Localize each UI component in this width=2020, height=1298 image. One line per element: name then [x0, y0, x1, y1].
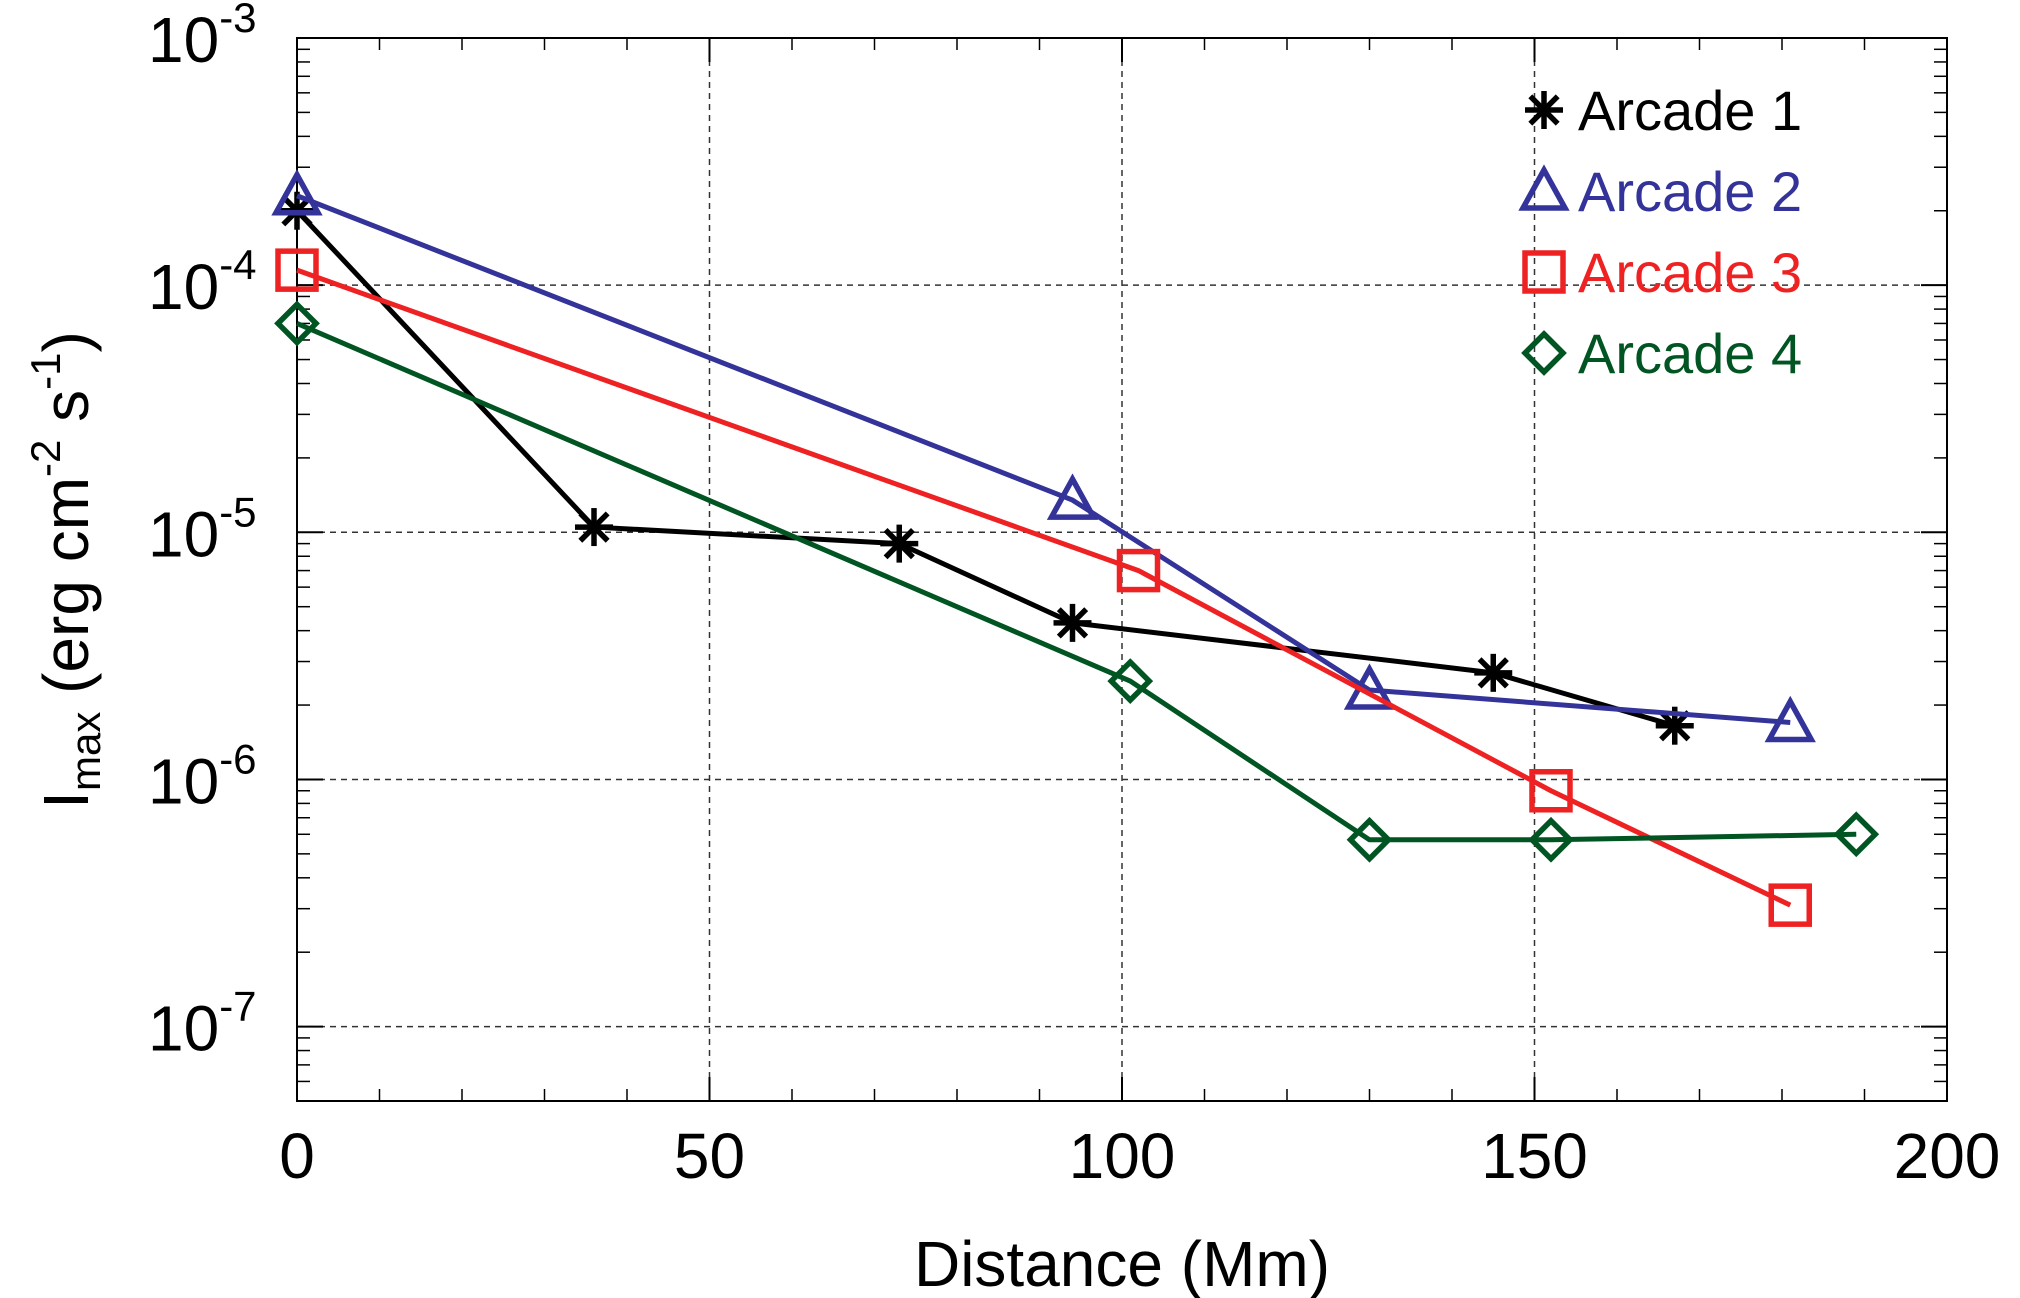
- legend-label: Arcade 2: [1578, 160, 1802, 223]
- series-line: [296, 193, 1791, 725]
- x-axis-label: Distance (Mm): [914, 1228, 1330, 1298]
- y-tick-label: 10-4: [148, 241, 257, 323]
- legend-entry: Arcade 1: [1525, 79, 1802, 142]
- x-tick-label: 100: [1069, 1120, 1176, 1192]
- plot-area: [271, 37, 1948, 1102]
- data-point: [1764, 695, 1816, 743]
- y-tick-label: 10-3: [148, 0, 257, 76]
- series-arcade-1: [278, 191, 1694, 745]
- series-arcade-4: [274, 300, 1880, 863]
- y-tick-exponent: -3: [219, 0, 256, 41]
- axis-ticks: [296, 37, 1948, 1101]
- y-tick-base: 10: [148, 251, 219, 323]
- y-tick-labels: 10-310-410-510-610-7: [148, 0, 257, 1065]
- data-point: [1833, 811, 1880, 858]
- y-label-exponent-2: -1: [22, 352, 69, 389]
- y-label-subscript: max: [62, 712, 109, 791]
- legend-marker: [1525, 91, 1563, 129]
- series-arcade-3: [275, 248, 1812, 927]
- series-arcade-2: [271, 169, 1816, 743]
- legend-label: Arcade 4: [1578, 322, 1802, 385]
- legend-marker: [1518, 164, 1570, 211]
- data-point: [271, 169, 323, 216]
- legend-entry: Arcade 4: [1521, 322, 1802, 385]
- legend-entry: Arcade 3: [1522, 241, 1802, 304]
- series-line: [296, 267, 1792, 908]
- data-point: [1529, 769, 1573, 813]
- y-tick-base: 10: [148, 993, 219, 1065]
- y-tick-base: 10: [148, 498, 219, 570]
- legend-marker: [1521, 330, 1567, 376]
- legend-marker: [1522, 250, 1566, 294]
- x-tick-label: 150: [1481, 1120, 1588, 1192]
- legend-label: Arcade 1: [1578, 79, 1802, 142]
- data-point: [1474, 653, 1513, 692]
- data-point: [1046, 473, 1099, 520]
- data-point: [880, 524, 919, 563]
- y-tick-exponent: -7: [219, 983, 256, 1030]
- x-tick-label: 200: [1894, 1120, 2001, 1192]
- legend-label: Arcade 3: [1578, 241, 1802, 304]
- series-layer: [271, 169, 1880, 927]
- data-point: [1346, 816, 1393, 863]
- y-label-units: (erg cm: [30, 477, 102, 712]
- data-point: [1116, 548, 1161, 593]
- data-point: [1107, 658, 1154, 704]
- y-axis-label: Imax (erg cm-2 s-1): [22, 331, 109, 809]
- data-point: [275, 248, 319, 292]
- y-tick-base: 10: [148, 4, 219, 76]
- x-tick-label: 50: [674, 1120, 745, 1192]
- data-point: [274, 300, 320, 347]
- legend: Arcade 1 Arcade 2 Arcade 3 Arcade 4: [1518, 79, 1802, 385]
- legend-entry: Arcade 2: [1518, 160, 1802, 223]
- series-line: [295, 209, 1676, 729]
- y-tick-exponent: -4: [219, 241, 256, 288]
- grid-lines: [297, 38, 1947, 1101]
- x-tick-label: 0: [279, 1120, 315, 1192]
- y-tick-label: 10-7: [148, 983, 257, 1065]
- y-tick-label: 10-5: [148, 488, 257, 570]
- y-label-symbol: I: [30, 791, 102, 809]
- y-tick-label: 10-6: [148, 735, 257, 817]
- y-tick-exponent: -5: [219, 488, 256, 535]
- y-label-close: ): [30, 331, 102, 352]
- y-label-units-2: s: [30, 390, 102, 440]
- data-point: [1768, 883, 1812, 927]
- series-line: [296, 321, 1857, 843]
- data-point: [1528, 816, 1574, 863]
- y-tick-base: 10: [148, 745, 219, 817]
- data-point: [1053, 603, 1092, 642]
- y-label-exponent-1: -2: [22, 440, 69, 477]
- y-tick-exponent: -6: [219, 735, 256, 782]
- data-point: [575, 508, 613, 547]
- x-tick-labels: 0 50 100 150 200: [279, 1120, 2000, 1192]
